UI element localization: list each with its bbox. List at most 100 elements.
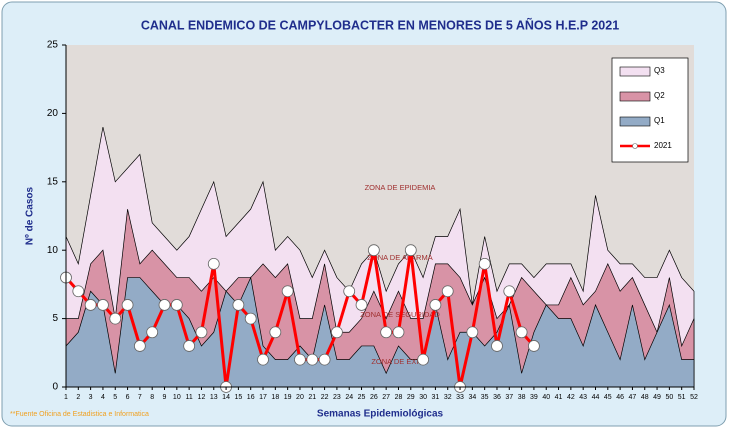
point (294, 353, 306, 366)
x-tick-label: 10 (173, 394, 181, 401)
x-tick-label: 19 (284, 394, 292, 401)
x-tick-label: 51 (678, 394, 686, 401)
x-tick-label: 45 (604, 394, 612, 401)
point (257, 353, 269, 366)
x-tick-label: 40 (542, 394, 550, 401)
source-note: **Fuente Oficina de Estadistica e Inform… (10, 411, 149, 418)
point (380, 326, 393, 339)
x-tick-label: 38 (518, 394, 526, 401)
x-tick-label: 41 (555, 394, 563, 401)
x-tick-label: 20 (296, 394, 304, 401)
x-tick-label: 14 (222, 394, 230, 401)
point (133, 340, 146, 352)
x-tick-label: 32 (444, 394, 452, 401)
point (318, 353, 331, 366)
x-tick-label: 34 (468, 394, 476, 401)
point (441, 285, 454, 298)
legend-swatch (619, 66, 651, 77)
x-tick-label: 21 (308, 394, 316, 401)
point (392, 326, 405, 339)
y-tick-label: 0 (52, 382, 58, 393)
point (183, 340, 196, 352)
x-tick-label: 52 (690, 394, 698, 401)
point (158, 299, 171, 311)
x-tick-label: 44 (592, 394, 600, 401)
y-tick-label: 15 (47, 176, 59, 187)
point (146, 326, 159, 339)
x-tick-label: 25 (358, 394, 366, 401)
x-tick-label: 33 (456, 394, 464, 401)
x-tick-label: 23 (333, 394, 341, 401)
x-tick-label: 7 (138, 394, 142, 401)
x-tick-label: 9 (163, 394, 167, 401)
x-tick-label: 50 (665, 394, 673, 401)
point (306, 353, 319, 366)
x-tick-label: 17 (259, 394, 267, 401)
point (355, 299, 368, 311)
point (170, 299, 183, 311)
legend-marker (632, 143, 638, 149)
chart-title: CANAL ENDEMICO DE CAMPYLOBACTER EN MENOR… (141, 17, 619, 32)
x-tick-label: 11 (185, 394, 192, 401)
x-tick-label: 43 (579, 394, 587, 401)
point (232, 299, 245, 311)
point (97, 299, 109, 311)
point (109, 312, 122, 325)
legend-label: Q1 (654, 116, 665, 125)
x-tick-label: 31 (432, 394, 440, 401)
x-tick-label: 29 (407, 394, 415, 401)
x-tick-label: 42 (567, 394, 575, 401)
x-tick-label: 22 (321, 394, 329, 401)
point (491, 340, 503, 352)
y-tick-label: 20 (47, 108, 59, 119)
point (343, 285, 356, 298)
y-tick-label: 5 (52, 313, 58, 324)
x-tick-label: 6 (126, 394, 130, 401)
x-tick-label: 26 (370, 394, 378, 401)
point (528, 340, 540, 352)
y-axis-label: Nº de Casos (25, 187, 36, 246)
x-tick-label: 27 (382, 394, 390, 401)
x-axis-label: Semanas Epidemiológicas (317, 409, 444, 420)
x-tick-label: 4 (101, 394, 105, 401)
point (281, 285, 294, 298)
point (72, 285, 85, 298)
x-tick-label: 18 (271, 394, 279, 401)
point (207, 257, 220, 270)
x-tick-label: 12 (198, 394, 206, 401)
zone-label: ZONA DE EXITO (371, 357, 429, 366)
y-tick-label: 25 (47, 40, 59, 51)
point (503, 285, 516, 298)
point (478, 257, 491, 270)
legend-label: Q2 (654, 91, 665, 100)
x-tick-label: 36 (493, 394, 501, 401)
point (367, 244, 380, 257)
x-tick-label: 3 (89, 394, 93, 401)
x-tick-label: 16 (247, 394, 255, 401)
point (417, 353, 429, 366)
x-tick-label: 35 (481, 394, 489, 401)
x-tick-label: 1 (64, 394, 68, 401)
point (195, 326, 208, 339)
point (84, 299, 97, 311)
x-tick-label: 24 (345, 394, 353, 401)
legend-label: Q3 (654, 66, 665, 75)
x-tick-label: 48 (641, 394, 649, 401)
point (121, 299, 134, 311)
x-tick-label: 49 (653, 394, 661, 401)
legend-swatch (619, 91, 651, 102)
x-tick-label: 5 (113, 394, 117, 401)
legend-label: 2021 (654, 141, 672, 150)
point (331, 326, 343, 339)
point (244, 312, 257, 325)
x-tick-label: 15 (234, 394, 242, 401)
zone-label: ZONA DE EPIDEMIA (365, 183, 436, 192)
x-tick-label: 47 (629, 394, 637, 401)
point (269, 326, 282, 339)
x-tick-label: 39 (530, 394, 538, 401)
point (404, 244, 417, 257)
point (466, 326, 479, 339)
zone-label: ZONA DE ALARMA (367, 253, 432, 262)
legend-swatch (619, 116, 651, 127)
